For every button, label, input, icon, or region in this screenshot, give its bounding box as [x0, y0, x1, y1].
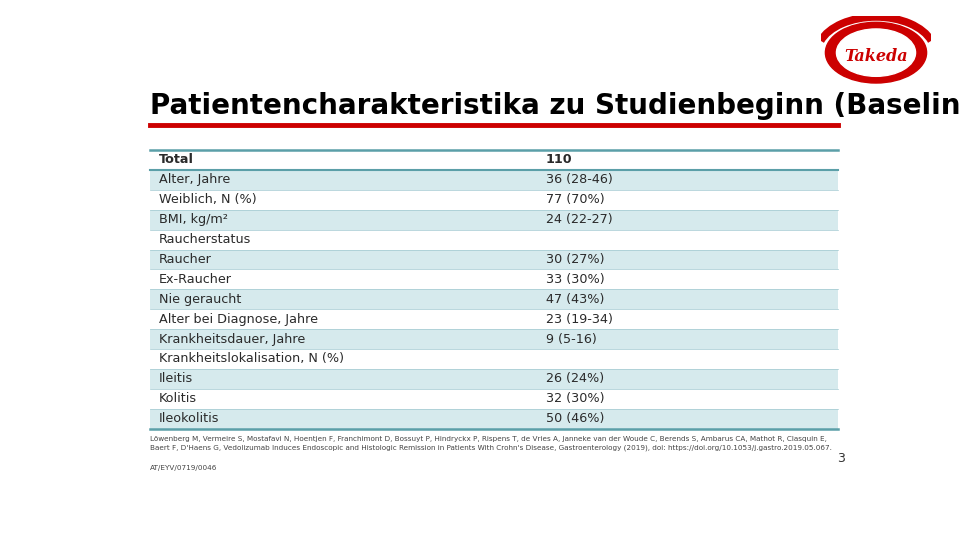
Text: 30 (27%): 30 (27%): [545, 253, 604, 266]
Bar: [150, 210, 838, 230]
Text: Ex-Raucher: Ex-Raucher: [158, 273, 231, 286]
Text: 77 (70%): 77 (70%): [545, 193, 604, 206]
Bar: [150, 289, 838, 309]
Text: Alter, Jahre: Alter, Jahre: [158, 173, 230, 186]
Bar: [150, 409, 838, 429]
Bar: [150, 309, 838, 329]
Text: 36 (28-46): 36 (28-46): [545, 173, 612, 186]
Text: Ileitis: Ileitis: [158, 373, 193, 386]
Bar: [150, 269, 838, 289]
Bar: [150, 349, 838, 369]
Text: Krankheitslokalisation, N (%): Krankheitslokalisation, N (%): [158, 353, 344, 366]
Text: 32 (30%): 32 (30%): [545, 392, 604, 406]
Text: Total: Total: [158, 153, 194, 166]
Text: Krankheitsdauer, Jahre: Krankheitsdauer, Jahre: [158, 333, 305, 346]
Text: Raucher: Raucher: [158, 253, 211, 266]
Bar: [150, 369, 838, 389]
Text: 9 (5-16): 9 (5-16): [545, 333, 596, 346]
Text: 23 (19-34): 23 (19-34): [545, 313, 612, 326]
Text: 50 (46%): 50 (46%): [545, 412, 604, 425]
Text: 110: 110: [545, 153, 572, 166]
Text: Nie geraucht: Nie geraucht: [158, 293, 241, 306]
Bar: [150, 150, 838, 170]
Text: 24 (22-27): 24 (22-27): [545, 213, 612, 226]
Text: 3: 3: [837, 452, 846, 465]
Text: Raucherstatus: Raucherstatus: [158, 233, 252, 246]
Text: Alter bei Diagnose, Jahre: Alter bei Diagnose, Jahre: [158, 313, 318, 326]
Text: 26 (24%): 26 (24%): [545, 373, 604, 386]
Text: BMI, kg/m²: BMI, kg/m²: [158, 213, 228, 226]
Bar: [150, 389, 838, 409]
Text: Löwenberg M, Vermeire S, Mostafavi N, Hoentjen F, Franchimont D, Bossuyt P, Hind: Löwenberg M, Vermeire S, Mostafavi N, Ho…: [150, 436, 831, 451]
Ellipse shape: [836, 29, 916, 76]
Text: 33 (30%): 33 (30%): [545, 273, 604, 286]
Text: Takeda: Takeda: [844, 48, 908, 65]
Text: Kolitis: Kolitis: [158, 392, 197, 406]
Text: 47 (43%): 47 (43%): [545, 293, 604, 306]
Bar: [150, 329, 838, 349]
Bar: [150, 249, 838, 269]
Text: Ileokolitis: Ileokolitis: [158, 412, 219, 425]
Ellipse shape: [826, 22, 926, 83]
Bar: [150, 170, 838, 190]
Text: Weiblich, N (%): Weiblich, N (%): [158, 193, 256, 206]
Bar: [150, 230, 838, 249]
Text: Patientencharakteristika zu Studienbeginn (Baseline): Patientencharakteristika zu Studienbegin…: [150, 92, 960, 120]
Bar: [150, 190, 838, 210]
Text: AT/EYV/0719/0046: AT/EYV/0719/0046: [150, 465, 217, 471]
